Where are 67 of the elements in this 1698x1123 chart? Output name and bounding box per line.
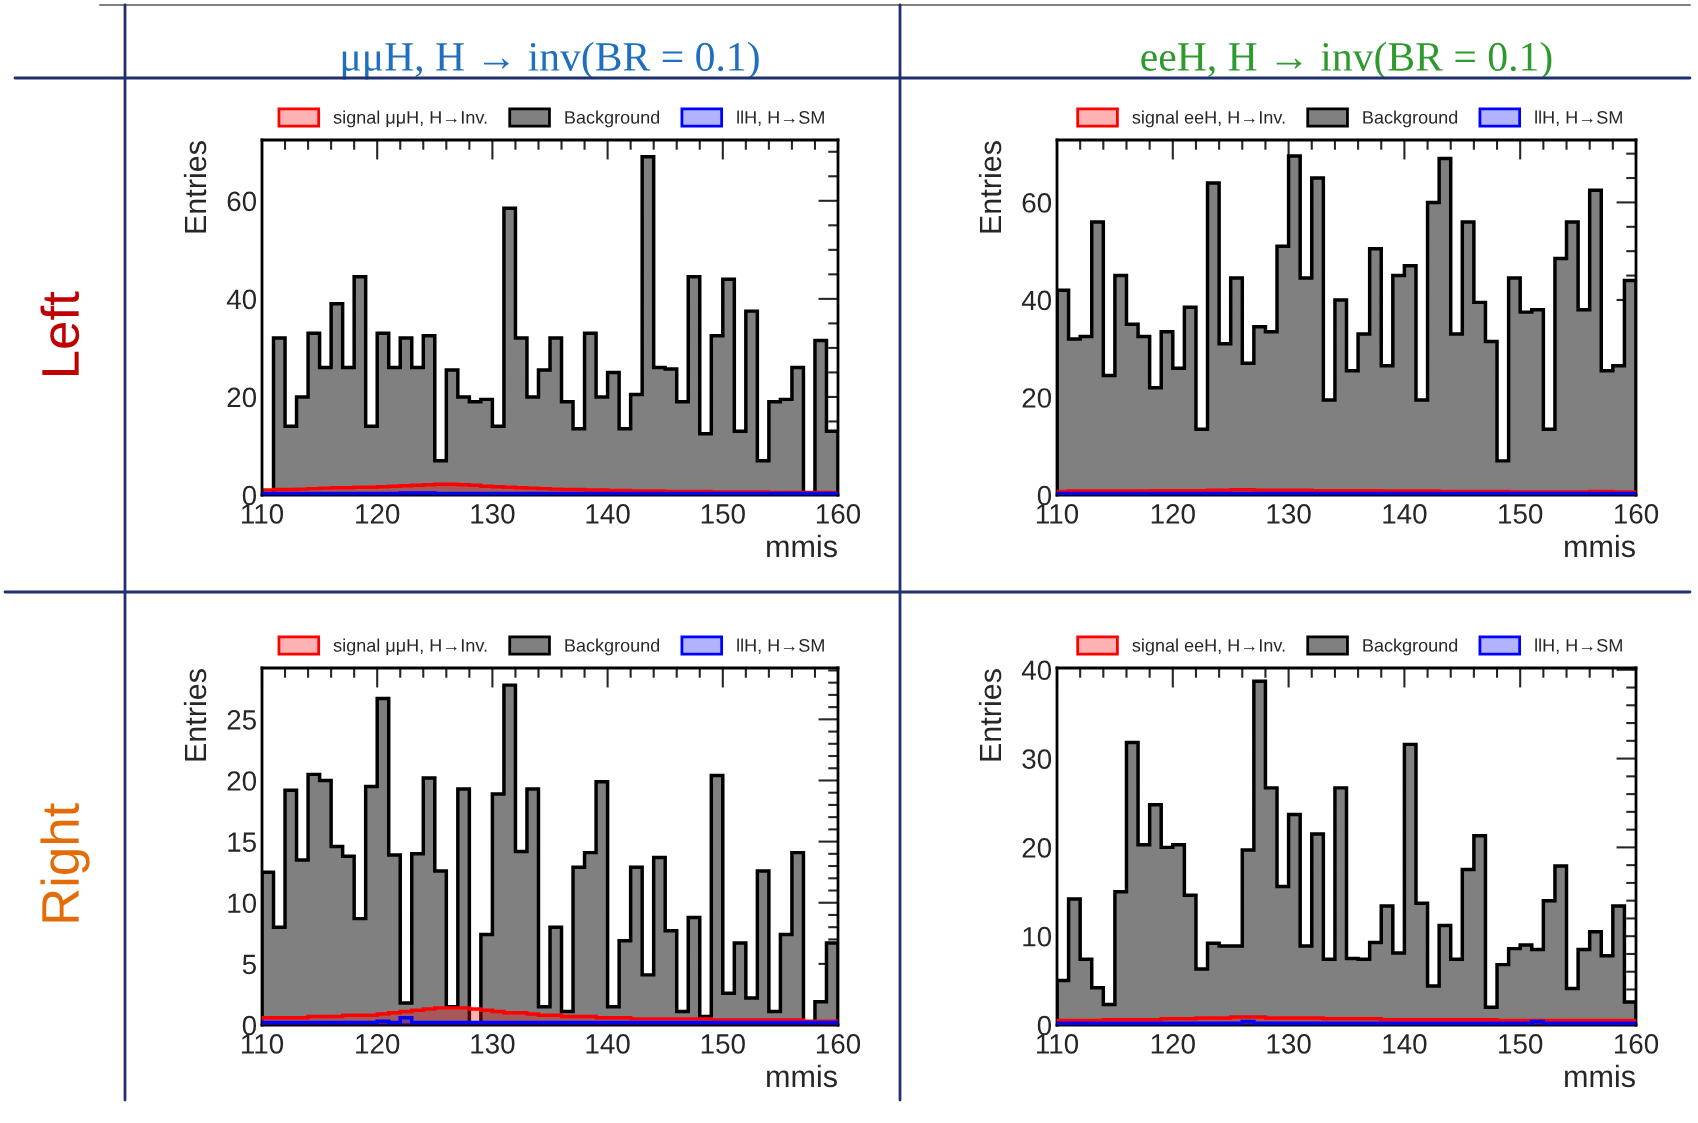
x-tick-label: 140 xyxy=(586,504,630,524)
y-tick-label: 15 xyxy=(228,832,256,852)
x-tick-label: 120 xyxy=(1151,1034,1195,1054)
legend-label: Background xyxy=(565,638,660,656)
legend-label: llH, H→SM xyxy=(737,638,824,654)
y-tick-label: 0 xyxy=(242,485,257,506)
y-tick-label: 40 xyxy=(1021,290,1052,311)
x-tick-label: 120 xyxy=(356,1034,400,1054)
text: Left xyxy=(40,291,80,375)
y-tick-label: 0 xyxy=(1037,1015,1052,1036)
x-tick-label: 150 xyxy=(701,504,745,524)
y-tick-label: 0 xyxy=(242,1015,257,1036)
legend-label: Background xyxy=(1363,110,1458,128)
y-tick-label: 10 xyxy=(1023,926,1052,947)
chart-title: eeH, H → inv(BR = 0.1) xyxy=(1141,41,1552,80)
y-tick-label: 40 xyxy=(1021,660,1052,681)
y-tick-label: 60 xyxy=(227,191,257,212)
x-tick-label: 120 xyxy=(1151,504,1195,524)
y-tick-label: 25 xyxy=(227,710,256,730)
legend-label: signal eeH, H→Inv. xyxy=(1132,638,1285,656)
x-tick-label: 160 xyxy=(816,1034,861,1054)
legend-label: llH, H→SM xyxy=(1535,110,1622,126)
text: Right xyxy=(40,803,90,922)
x-axis-title: mmis xyxy=(767,534,837,558)
legend-label: Background xyxy=(1363,638,1458,656)
y-tick-label: 0 xyxy=(1037,485,1052,506)
x-tick-label: 140 xyxy=(1383,1034,1427,1054)
y-tick-label: 10 xyxy=(228,893,257,914)
y-tick-label: 5 xyxy=(242,954,256,975)
x-tick-label: 110 xyxy=(241,1034,284,1054)
x-tick-label: 130 xyxy=(471,1034,515,1054)
x-axis-title: mmis xyxy=(1565,534,1635,558)
y-axis-title: Entries xyxy=(978,141,1002,233)
legend-label: llH, H→SM xyxy=(737,110,824,126)
y-tick-label: 20 xyxy=(227,387,257,408)
legend-label: signal μμH, H→Inv. xyxy=(333,110,487,128)
legend-label: signal μμH, H→Inv. xyxy=(333,638,487,656)
y-tick-label: 60 xyxy=(1022,193,1052,213)
x-tick-label: 160 xyxy=(816,504,861,524)
x-tick-label: 150 xyxy=(1499,1034,1543,1054)
y-axis-title: Entries xyxy=(183,141,207,233)
y-axis-title: Entries xyxy=(978,669,1002,761)
x-tick-label: 130 xyxy=(471,504,515,524)
y-tick-label: 30 xyxy=(1022,749,1052,769)
x-tick-label: 110 xyxy=(1036,504,1079,524)
x-tick-label: 140 xyxy=(586,1034,630,1054)
chart-title: μμH, H → inv(BR = 0.1) xyxy=(342,41,759,80)
x-axis-title: mmis xyxy=(1565,1064,1635,1088)
y-tick-label: 40 xyxy=(226,289,257,310)
x-tick-label: 110 xyxy=(241,504,284,524)
x-tick-label: 160 xyxy=(1614,1034,1659,1054)
x-tick-label: 150 xyxy=(1499,504,1543,524)
y-tick-label: 20 xyxy=(1022,388,1052,408)
y-tick-label: 20 xyxy=(227,771,257,791)
x-tick-label: 130 xyxy=(1267,1034,1311,1054)
y-axis-title: Entries xyxy=(183,669,207,761)
x-tick-label: 110 xyxy=(1036,1034,1079,1054)
x-tick-label: 130 xyxy=(1267,504,1311,524)
legend-label: Background xyxy=(565,110,660,128)
x-tick-label: 120 xyxy=(356,504,400,524)
x-tick-label: 140 xyxy=(1383,504,1427,524)
x-tick-label: 160 xyxy=(1614,504,1659,524)
x-axis-title: mmis xyxy=(767,1064,837,1088)
legend-label: signal eeH, H→Inv. xyxy=(1132,110,1285,128)
legend-label: llH, H→SM xyxy=(1535,638,1622,654)
x-tick-label: 150 xyxy=(701,1034,745,1054)
y-tick-label: 20 xyxy=(1022,838,1052,858)
